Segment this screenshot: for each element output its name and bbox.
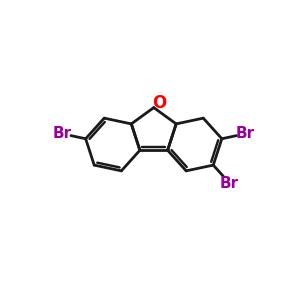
Text: Br: Br <box>236 126 255 141</box>
Text: Br: Br <box>220 176 239 190</box>
Text: Br: Br <box>52 126 71 141</box>
Text: O: O <box>152 94 166 112</box>
